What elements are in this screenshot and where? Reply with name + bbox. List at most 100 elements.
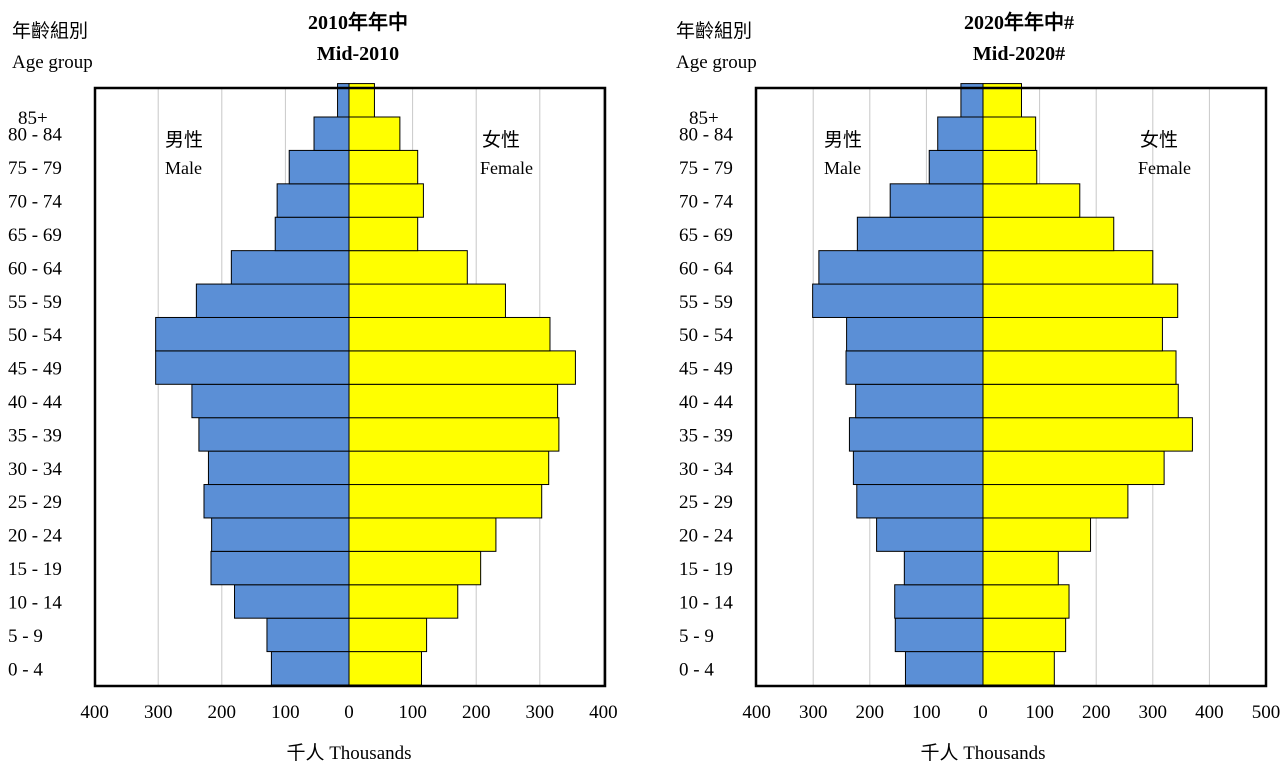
- age-group-label: 65 - 69: [679, 225, 733, 246]
- plot-frame: [93, 86, 607, 688]
- female-bar: [982, 484, 1129, 519]
- male-bar: [276, 183, 350, 218]
- male-bar: [207, 450, 350, 486]
- age-group-label: 80 - 84: [679, 125, 733, 146]
- x-tick-label: 400: [1195, 702, 1224, 723]
- x-tick-label: 300: [799, 702, 828, 723]
- female-bar: [348, 651, 423, 686]
- male-bar: [155, 316, 350, 352]
- male-bar: [889, 183, 984, 218]
- female-bar: [982, 417, 1193, 452]
- age-group-label: 20 - 24: [8, 526, 62, 547]
- female-bar: [348, 149, 419, 185]
- male-bar: [203, 484, 350, 519]
- male-bar: [856, 484, 984, 519]
- male-bar: [818, 250, 984, 285]
- x-tick-label: 400: [80, 702, 109, 723]
- male-bar: [155, 350, 350, 385]
- age-group-label: 80 - 84: [8, 125, 62, 146]
- age-group-label: 65 - 69: [8, 225, 62, 246]
- male-bar: [937, 116, 984, 151]
- male-bar: [198, 417, 350, 452]
- female-bar: [982, 183, 1081, 218]
- female-bar: [982, 116, 1037, 151]
- age-group-label: 70 - 74: [8, 192, 62, 213]
- male-bar: [904, 651, 984, 686]
- female-bar: [348, 517, 497, 552]
- agegroup-label-zh-1: 年齡組別: [12, 20, 88, 42]
- female-bar: [348, 116, 401, 151]
- age-group-label: 85+: [689, 108, 719, 129]
- age-group-label: 75 - 79: [679, 158, 733, 179]
- age-group-label: 0 - 4: [8, 659, 43, 680]
- age-group-label: 40 - 44: [679, 392, 733, 413]
- male-bar: [230, 250, 350, 285]
- age-group-label: 25 - 29: [8, 492, 62, 513]
- female-bar: [982, 283, 1179, 318]
- x-tick-label: 500: [1252, 702, 1281, 723]
- chart-title-2-line2: Mid-2020#: [973, 43, 1065, 65]
- x-tick-label: 100: [1025, 702, 1054, 723]
- male-bar: [274, 216, 350, 252]
- age-group-label: 50 - 54: [8, 325, 62, 346]
- female-bar: [982, 651, 1055, 686]
- male-label-zh: 男性: [824, 129, 862, 151]
- female-label-zh: 女性: [482, 129, 520, 151]
- female-bar: [348, 450, 550, 486]
- x-tick-label: 200: [208, 702, 237, 723]
- age-group-label: 15 - 19: [8, 559, 62, 580]
- female-bar: [982, 584, 1070, 619]
- x-tick-label: 400: [742, 702, 771, 723]
- male-bar: [270, 651, 350, 686]
- x-tick-label: 0: [978, 702, 988, 723]
- age-group-label: 15 - 19: [679, 559, 733, 580]
- male-bar: [856, 216, 984, 252]
- chart-title-1-line2: Mid-2010: [317, 43, 399, 65]
- female-bar: [348, 283, 506, 318]
- x-tick-label: 200: [856, 702, 885, 723]
- female-bar: [348, 350, 576, 385]
- x-axis-label: 千人 Thousands: [920, 742, 1045, 764]
- age-group-label: 35 - 39: [679, 425, 733, 446]
- female-bar: [982, 316, 1163, 352]
- male-bar: [234, 584, 350, 619]
- male-bar: [210, 550, 350, 586]
- female-bar: [982, 350, 1177, 385]
- age-group-label: 30 - 34: [8, 459, 62, 480]
- x-axis-label: 千人 Thousands: [286, 742, 411, 764]
- age-group-label: 60 - 64: [8, 258, 62, 279]
- age-group-label: 75 - 79: [8, 158, 62, 179]
- female-bar: [982, 617, 1067, 653]
- female-bar: [348, 216, 419, 252]
- male-bar: [846, 316, 984, 352]
- female-bar: [348, 383, 559, 419]
- male-bar: [313, 116, 350, 151]
- age-group-label: 40 - 44: [8, 392, 62, 413]
- female-bar: [982, 250, 1154, 285]
- female-bar: [982, 149, 1038, 185]
- female-bar: [982, 216, 1115, 252]
- x-tick-label: 300: [1139, 702, 1168, 723]
- age-group-label: 45 - 49: [679, 359, 733, 380]
- chart-title-2-line1: 2020年年中#: [964, 10, 1074, 34]
- agegroup-label-en-2: Age group: [676, 52, 757, 73]
- age-group-label: 85+: [18, 108, 48, 129]
- male-bar: [852, 450, 984, 486]
- male-bar: [288, 149, 350, 185]
- x-tick-label: 300: [144, 702, 173, 723]
- female-bar: [348, 550, 482, 586]
- pyramid-2010: 400 300 200 100 0 100 200 300 400 0 - 4 5 - 9 10 - …: [8, 83, 618, 764]
- male-bar: [876, 517, 984, 552]
- age-group-label: 60 - 64: [679, 258, 733, 279]
- x-tick-label: 100: [271, 702, 300, 723]
- x-tick-label: 300: [526, 702, 555, 723]
- age-group-label: 5 - 9: [8, 626, 43, 647]
- age-group-label: 55 - 59: [679, 292, 733, 313]
- x-tick-label: 100: [912, 702, 941, 723]
- age-group-label: 30 - 34: [679, 459, 733, 480]
- x-tick-label: 0: [344, 702, 354, 723]
- male-bar: [928, 149, 984, 185]
- female-bar: [348, 316, 551, 352]
- male-label-en: Male: [824, 158, 861, 178]
